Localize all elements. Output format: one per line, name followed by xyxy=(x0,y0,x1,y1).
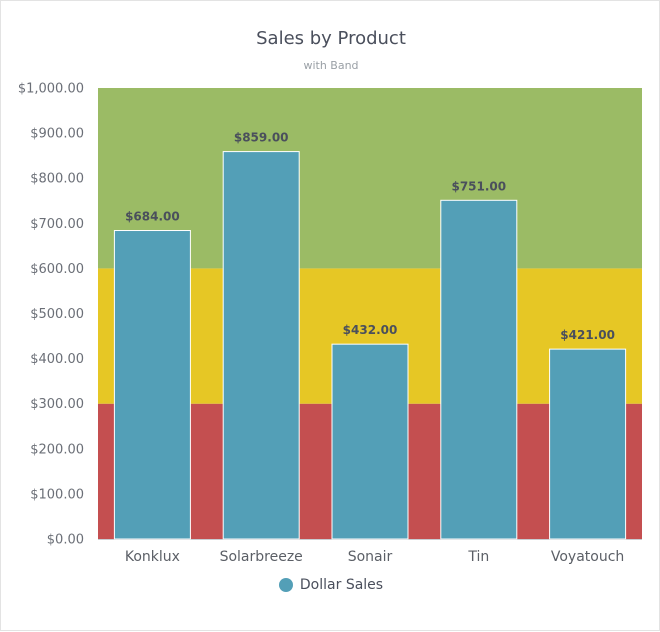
x-tick-label: Voyatouch xyxy=(551,549,624,565)
y-axis: $0.00 $100.00 $200.00 $300.00 $400.00 $500.00… xyxy=(18,82,642,548)
data-label: $684.00 xyxy=(125,210,180,224)
bar-layer xyxy=(113,151,627,540)
bar-tin[interactable] xyxy=(440,199,518,540)
x-tick-label: Tin xyxy=(467,549,489,565)
bar-konklux[interactable] xyxy=(113,230,191,540)
bar-solarbreeze[interactable] xyxy=(222,151,300,540)
legend[interactable]: Dollar Sales xyxy=(1,577,660,593)
y-tick-label: $900.00 xyxy=(30,127,84,142)
y-tick-label: $700.00 xyxy=(30,217,84,232)
legend-swatch-icon xyxy=(278,578,293,592)
y-tick-label: $600.00 xyxy=(30,262,84,277)
y-tick-label: $0.00 xyxy=(47,533,84,548)
bar-voyatouch[interactable] xyxy=(549,348,627,540)
y-tick-label: $400.00 xyxy=(30,352,84,367)
data-label: $859.00 xyxy=(234,131,289,145)
x-tick-label: Solarbreeze xyxy=(220,549,303,565)
y-tick-label: $500.00 xyxy=(30,307,84,322)
chart-title: Sales by Product xyxy=(256,28,406,49)
bar-sonair[interactable] xyxy=(331,343,409,540)
chart-subtitle: with Band xyxy=(303,59,359,72)
x-axis: Konklux Solarbreeze Sonair Tin Voyatouch xyxy=(125,549,624,565)
data-label: $421.00 xyxy=(560,328,615,342)
y-tick-label: $200.00 xyxy=(30,442,84,457)
legend-label[interactable]: Dollar Sales xyxy=(299,577,384,593)
y-tick-label: $800.00 xyxy=(30,172,84,187)
y-tick-label: $1,000.00 xyxy=(18,82,84,97)
x-tick-label: Konklux xyxy=(125,549,180,565)
data-label: $751.00 xyxy=(451,179,506,193)
y-tick-label: $100.00 xyxy=(30,487,84,502)
x-tick-label: Sonair xyxy=(348,549,393,565)
data-label-layer: $684.00 $859.00 $432.00 $751.00 $421.00 xyxy=(125,131,615,343)
y-tick-label: $300.00 xyxy=(30,397,84,412)
data-label: $432.00 xyxy=(343,323,398,337)
